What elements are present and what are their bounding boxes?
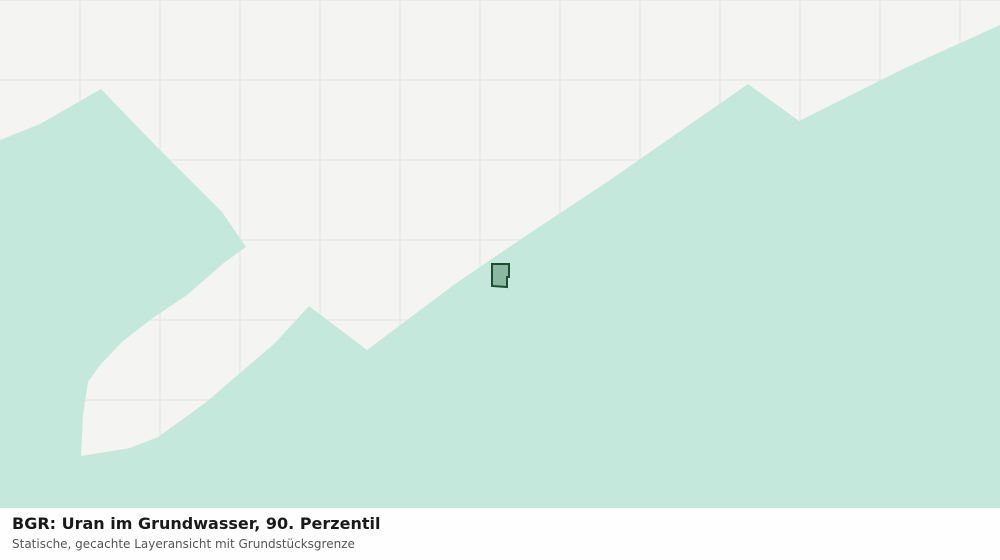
subtitle: Statische, gecachte Layeransicht mit Gru… [12, 537, 355, 551]
parcel-boundary [491, 263, 510, 289]
footer: BGR: Uran im Grundwasser, 90. Perzentil … [0, 508, 1000, 560]
map [0, 0, 1000, 508]
title: BGR: Uran im Grundwasser, 90. Perzentil [12, 514, 381, 533]
